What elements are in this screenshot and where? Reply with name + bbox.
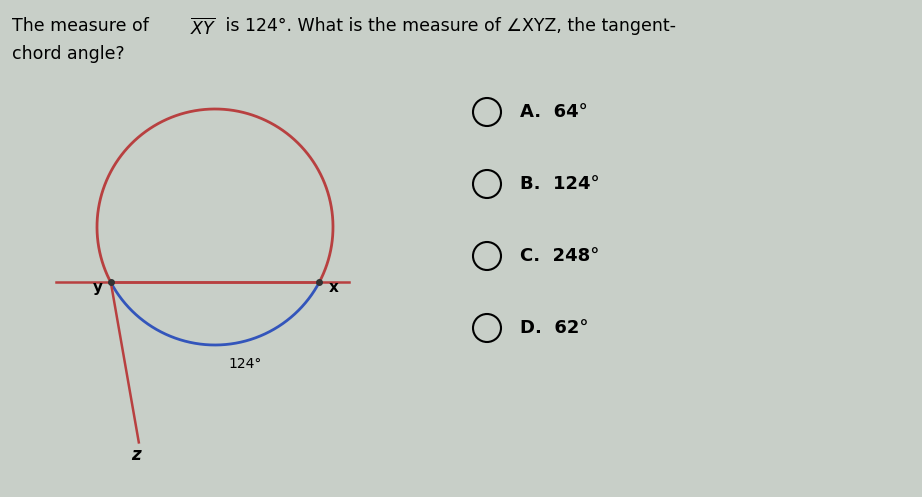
Text: x: x [329,280,339,295]
Text: y: y [93,280,103,295]
Text: z: z [131,446,140,464]
Text: chord angle?: chord angle? [12,45,124,63]
Text: $\overline{XY}$: $\overline{XY}$ [190,17,217,38]
Text: 124°: 124° [229,357,262,371]
Text: is 124°. What is the measure of ∠XYZ, the tangent-: is 124°. What is the measure of ∠XYZ, th… [220,17,676,35]
Text: B.  124°: B. 124° [520,175,599,193]
Text: A.  64°: A. 64° [520,103,587,121]
Text: The measure of: The measure of [12,17,154,35]
Text: D.  62°: D. 62° [520,319,588,337]
Text: C.  248°: C. 248° [520,247,599,265]
